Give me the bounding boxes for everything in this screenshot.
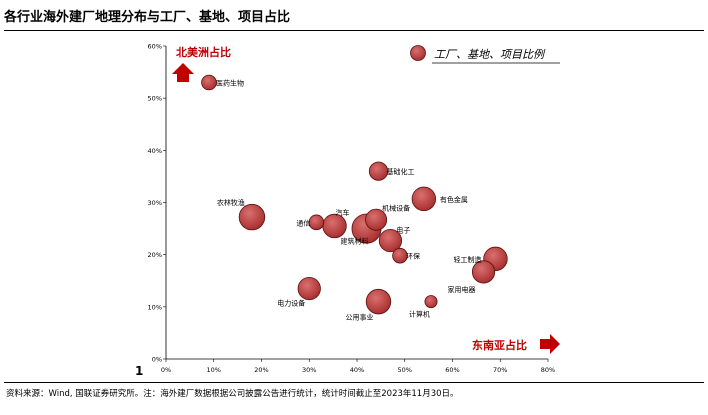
legend-label: 工厂、基地、项目比例 [434,48,546,61]
bubble-point [238,203,266,231]
legend: 工厂、基地、项目比例 [410,45,560,64]
bubble-point [378,228,403,253]
bubble-label: 电子 [396,226,410,235]
y-tick-label: 60% [148,43,162,51]
right-arrow-icon [540,334,560,354]
x-tick-label: 50% [398,366,412,374]
bubble-label: 通信 [296,218,310,227]
bubble-label: 汽车 [336,208,350,217]
y-tick-label: 40% [148,147,162,155]
x-tick-label: 0% [161,366,171,374]
x-tick-label: 10% [207,366,221,374]
up-arrow-icon [172,63,194,82]
bubble-label: 机械设备 [382,204,410,213]
bubble-series [201,74,508,315]
x-tick-label: 80% [541,366,555,374]
bubble-point [308,214,325,231]
page-title: 各行业海外建厂地理分布与工厂、基地、项目占比 [4,10,291,25]
x-axis-title: 东南亚占比 [472,338,527,352]
x-tick-label: 40% [350,366,364,374]
bubble-point [471,260,496,284]
bubble-label: 建筑材料 [341,237,369,246]
bubble-point [365,208,388,231]
bubble-chart: 0% 10% 20% 30% 40% 50% 60% 70% 80% 0% 10% 20% 30% 40… [148,43,560,374]
y-axis-ticks: 0% 10% 20% 30% 40% 50% 60% [148,43,166,364]
x-tick-label: 20% [254,366,268,374]
bubble-label: 农林牧渔 [217,198,245,207]
bubble-label: 轻工制造 [453,255,481,264]
y-tick-label: 50% [148,95,162,103]
bubble-label: 计算机 [409,310,430,319]
bubble-point [297,276,321,301]
bubble-label: 基础化工 [386,167,414,176]
x-axis-ticks: 0% 10% 20% 30% 40% 50% 60% 70% 80% [161,359,555,374]
title-divider [4,30,704,31]
bubble-label: 电力设备 [277,299,305,308]
x-tick-label: 60% [445,366,459,374]
bubble-point [368,161,389,181]
bubble-label: 家用电器 [448,285,476,294]
source-footnote: 资料来源：Wind, 国联证券研究所。注：海外建厂数据根据公司披露公告进行统计，… [6,389,459,399]
bubble-point [365,288,392,315]
bubble-point [201,74,217,91]
bubble-label: 公用事业 [345,313,373,322]
x-tick-label: 30% [302,366,316,374]
y-axis-title-group: 北美洲占比 [172,45,231,82]
y-tick-label: 10% [148,303,162,311]
bubble-point [411,186,437,212]
bubble-point [424,295,438,309]
x-tick-label: 70% [493,366,507,374]
legend-bubble-icon [410,45,426,61]
bubble-label: 医药生物 [216,79,244,88]
y-tick-label: 30% [148,199,162,207]
y-tick-label: 0% [152,356,162,364]
bubble-point [322,213,347,239]
y-axis-title: 北美洲占比 [176,45,231,59]
bubble-label: 有色金属 [440,195,468,204]
y-tick-label: 20% [148,251,162,259]
bubble-label: 环保 [406,252,420,261]
footer-divider [4,382,704,383]
bubble-point [392,247,408,264]
x-axis-title-group: 东南亚占比 [472,334,560,354]
page-number: 1 [135,364,144,378]
